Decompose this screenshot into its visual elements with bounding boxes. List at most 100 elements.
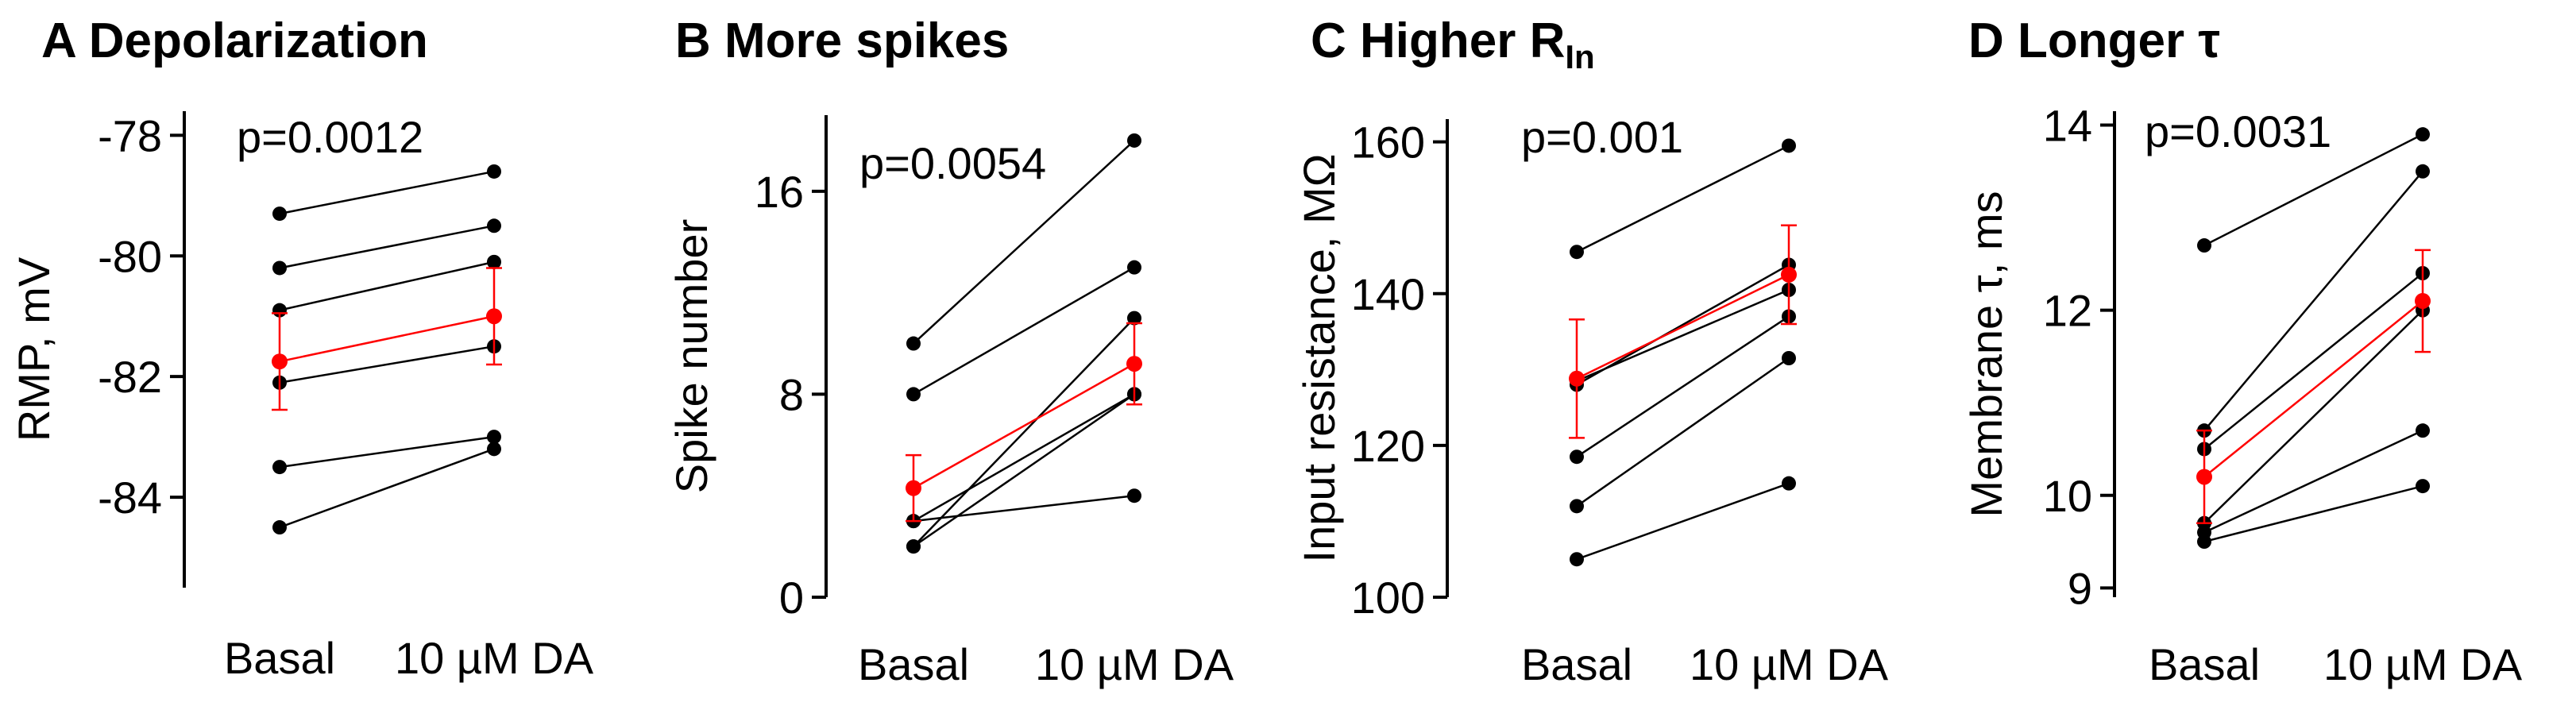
- panel-a-pvalue: p=0.0012: [237, 112, 423, 162]
- mean-line: [279, 315, 495, 363]
- data-point: [272, 260, 287, 276]
- mean-point: [272, 353, 288, 370]
- mean-line: [913, 362, 1135, 489]
- data-point: [272, 520, 287, 535]
- panel-title-text: More spikes: [724, 14, 1009, 68]
- y-tick-label: 12: [2043, 286, 2092, 336]
- individual-line: [1576, 315, 1790, 458]
- data-point: [1570, 245, 1584, 260]
- individual-line: [279, 260, 495, 311]
- data-point: [487, 218, 501, 233]
- y-tick-label: 140: [1351, 269, 1425, 319]
- data-point: [906, 387, 921, 402]
- individual-line: [1576, 482, 1790, 561]
- y-tick-label: 9: [2068, 563, 2092, 613]
- y-tick-label: 8: [779, 369, 804, 419]
- y-tick-label: -84: [98, 473, 162, 523]
- individual-line: [913, 266, 1135, 395]
- data-point: [487, 254, 501, 269]
- panel-d: D Longer τ 9 10 12 14 Membrane τ, ms Basal 10 µ…: [1961, 14, 2523, 689]
- mean-point: [906, 480, 921, 496]
- x-category-label: 10 µM DA: [2323, 639, 2523, 689]
- y-tick-label: 16: [755, 167, 804, 217]
- panel-a-y-label: RMP, mV: [9, 257, 59, 442]
- panel-letter: C: [1311, 14, 1360, 68]
- mean-point: [2196, 469, 2212, 485]
- y-tick-label: 120: [1351, 421, 1425, 471]
- panel-letter: D: [1968, 14, 2018, 68]
- panel-letter: A: [41, 14, 89, 68]
- individual-line: [279, 345, 495, 384]
- data-point: [2197, 238, 2211, 253]
- mean-point: [2415, 292, 2431, 309]
- mean-point: [1569, 370, 1585, 387]
- panel-b: B More spikes 0 8 16 Spike number Basal 10 µM …: [666, 14, 1234, 689]
- panel-letter: B: [675, 14, 724, 68]
- individual-line: [913, 317, 1135, 547]
- data-point: [1782, 351, 1796, 365]
- data-point: [2416, 423, 2430, 438]
- mean-point: [1126, 356, 1142, 372]
- data-point: [487, 164, 501, 179]
- data-point: [1127, 311, 1141, 326]
- individual-line: [913, 393, 1135, 523]
- individual-line: [279, 435, 495, 469]
- individual-line: [279, 448, 495, 529]
- data-point: [2416, 127, 2430, 142]
- individual-line: [913, 393, 1135, 548]
- x-category-label: Basal: [2149, 639, 2260, 689]
- x-category-label: Basal: [1521, 639, 1632, 689]
- panel-d-y-label: Membrane τ, ms: [1961, 191, 2011, 517]
- panel-title-text: Depolarization: [89, 14, 428, 68]
- data-point: [1127, 488, 1141, 503]
- individual-line: [2203, 309, 2423, 524]
- data-point: [272, 206, 287, 222]
- data-point: [1127, 133, 1141, 148]
- panel-d-title: D Longer τ: [1968, 14, 2220, 68]
- data-point: [487, 430, 501, 445]
- y-tick-label: 0: [779, 573, 804, 623]
- x-category-label: Basal: [224, 633, 335, 683]
- panel-title-text: Higher R: [1360, 14, 1565, 68]
- individual-line: [279, 170, 495, 215]
- data-point: [1570, 552, 1584, 567]
- data-point: [487, 442, 501, 457]
- y-tick-label: 14: [2043, 100, 2092, 150]
- y-tick-label: 160: [1351, 118, 1425, 168]
- individual-line: [2203, 484, 2423, 543]
- mean-line: [1576, 273, 1790, 380]
- individual-line: [913, 494, 1135, 523]
- y-tick-label: -82: [98, 352, 162, 402]
- panel-d-pvalue: p=0.0031: [2145, 106, 2331, 156]
- individual-line: [2203, 430, 2423, 534]
- data-point: [2416, 164, 2430, 179]
- y-tick-label: 100: [1351, 573, 1425, 623]
- mean-line: [2203, 299, 2423, 478]
- x-category-label: 10 µM DA: [395, 633, 594, 683]
- data-point: [1127, 260, 1141, 275]
- individual-line: [1576, 357, 1790, 507]
- panel-c-pvalue: p=0.001: [1521, 112, 1683, 162]
- individual-line: [913, 140, 1135, 345]
- individual-line: [1576, 145, 1790, 253]
- x-category-label: 10 µM DA: [1035, 639, 1234, 689]
- mean-point: [1781, 266, 1797, 283]
- individual-line: [2203, 133, 2423, 247]
- data-point: [272, 460, 287, 475]
- data-point: [2416, 479, 2430, 494]
- panel-a: A Depolarization -78 -80 -82 -84 RMP, mV Basal…: [9, 14, 594, 683]
- panel-b-title: B More spikes: [675, 14, 1009, 68]
- y-tick-label: 10: [2043, 471, 2092, 521]
- data-point: [1782, 138, 1796, 153]
- data-point: [1782, 476, 1796, 491]
- x-category-label: 10 µM DA: [1690, 639, 1889, 689]
- individual-line: [1576, 288, 1790, 382]
- panel-a-title: A Depolarization: [41, 14, 428, 68]
- panel-b-y-label: Spike number: [666, 219, 716, 494]
- data-point: [906, 539, 921, 554]
- data-point: [906, 336, 921, 351]
- individual-line: [2203, 272, 2423, 450]
- individual-line: [279, 225, 495, 269]
